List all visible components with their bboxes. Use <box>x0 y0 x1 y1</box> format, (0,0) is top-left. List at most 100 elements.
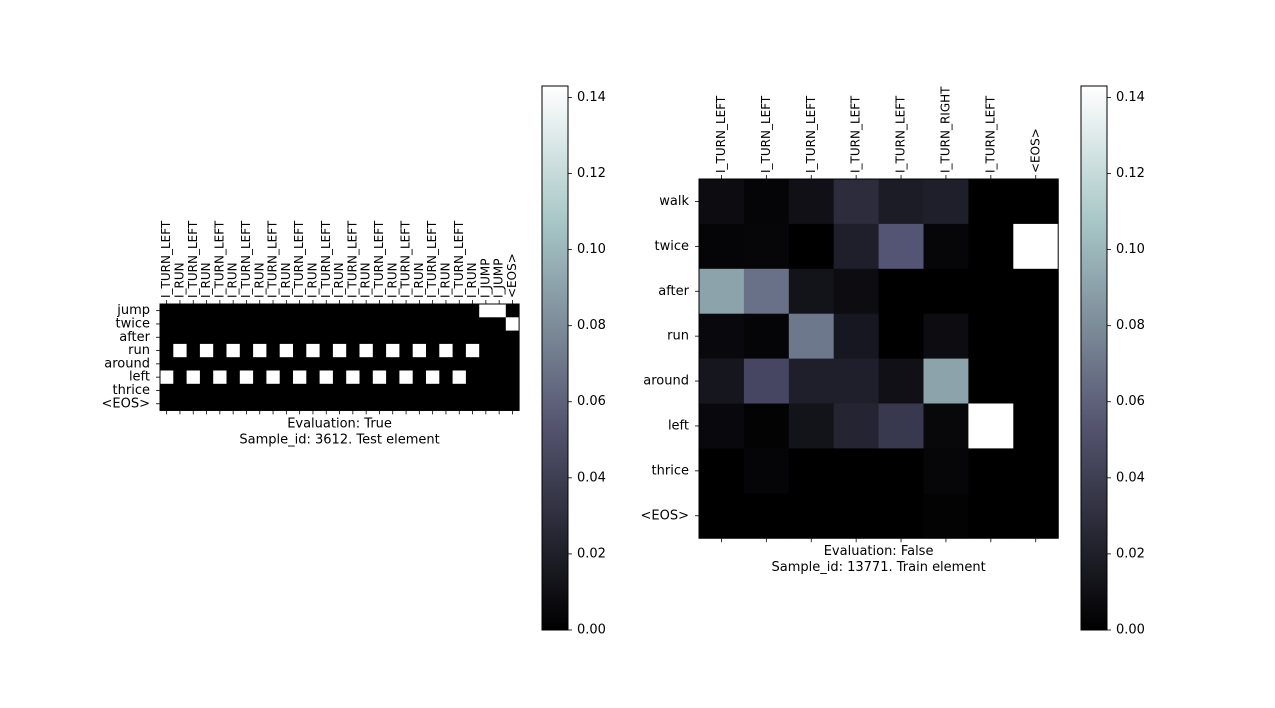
x-tick-label: I_TURN_LEFT <box>319 220 333 298</box>
x-tick-label: I_RUN <box>226 262 240 298</box>
heatmap-cell <box>306 370 320 385</box>
x-tick-label: I_TURN_LEFT <box>983 95 997 173</box>
heatmap-cell <box>293 370 307 385</box>
heatmap-cell <box>492 357 507 371</box>
heatmap-cell <box>359 357 374 371</box>
y-tick-label: <EOS> <box>641 508 689 523</box>
heatmap-cell <box>465 397 480 411</box>
heatmap-cell <box>479 343 493 358</box>
heatmap-cell <box>306 397 320 411</box>
heatmap-cell <box>465 330 480 345</box>
heatmap-cell <box>788 448 835 494</box>
heatmap-cell <box>253 317 267 331</box>
heatmap-cell <box>743 403 790 449</box>
heatmap-cell <box>492 343 507 358</box>
heatmap-cell <box>279 397 294 411</box>
heatmap-cell <box>505 397 520 411</box>
heatmap-cell <box>359 397 374 411</box>
heatmap-cell <box>465 357 480 371</box>
heatmap-cell <box>306 383 320 398</box>
heatmap-cell <box>1013 493 1059 539</box>
heatmap-cell <box>426 397 440 411</box>
heatmap-cell <box>332 330 347 345</box>
heatmap-cell <box>923 268 969 315</box>
heatmap-cell <box>699 268 745 315</box>
y-tick-label: twice <box>116 316 151 331</box>
heatmap-cell <box>699 448 745 494</box>
heatmap-cell <box>412 343 427 358</box>
x-tick-label: I_RUN <box>385 262 399 298</box>
heatmap-cell <box>452 397 467 411</box>
heatmap-cell <box>186 343 201 358</box>
heatmap-cell <box>479 397 493 411</box>
heatmap-cell <box>266 370 281 385</box>
heatmap-cell <box>465 370 480 385</box>
heatmap-cell <box>788 313 835 359</box>
heatmap-cell <box>743 448 790 494</box>
heatmap-cell <box>505 343 520 358</box>
heatmap-cell <box>266 357 281 371</box>
heatmap-cell <box>266 397 281 411</box>
heatmap-cell <box>266 330 281 345</box>
heatmap-cell <box>173 370 187 385</box>
heatmap-cell <box>1013 403 1059 449</box>
heatmap-cell <box>199 330 214 345</box>
heatmap-cell <box>833 403 879 449</box>
heatmap-cell <box>319 357 334 371</box>
heatmap-cell <box>253 343 267 358</box>
x-tick-label: I_RUN <box>412 262 426 298</box>
heatmap-cell <box>319 304 334 318</box>
heatmap-cell <box>968 403 1014 449</box>
x-tick-label: I_TURN_LEFT <box>372 220 386 298</box>
heatmap-cell <box>160 370 174 385</box>
heatmap-cell <box>213 397 227 411</box>
heatmap-cell <box>332 370 347 385</box>
heatmap-cell <box>743 223 790 270</box>
heatmap-cell <box>699 223 745 270</box>
heatmap-cell <box>319 383 334 398</box>
heatmap-cell <box>505 317 520 331</box>
heatmap-cell <box>199 397 214 411</box>
colorbar-tick-label: 0.08 <box>577 318 606 333</box>
x-tick-label: I_TURN_LEFT <box>894 95 908 173</box>
y-tick-label: twice <box>655 239 690 254</box>
heatmap-cell <box>452 304 467 318</box>
y-tick-label: around <box>104 356 150 371</box>
heatmap-cell <box>412 304 427 318</box>
x-tick-label: I_TURN_RIGHT <box>938 86 952 173</box>
heatmap-cell <box>878 179 924 225</box>
heatmap-cell <box>332 317 347 331</box>
heatmap-cell <box>492 330 507 345</box>
y-tick-label: thrice <box>113 383 150 398</box>
heatmap-cell <box>452 343 467 358</box>
heatmap-cell <box>743 179 790 225</box>
heatmap-cell <box>346 370 360 385</box>
heatmap-cell <box>199 383 214 398</box>
heatmap-cell <box>279 343 294 358</box>
heatmap-cell <box>505 383 520 398</box>
heatmap-cell <box>160 330 174 345</box>
x-tick-label: I_JUMP <box>478 259 492 298</box>
colorbar-right: 0.00 0.02 0.04 0.06 0.08 0.10 0.12 0.14 <box>1080 85 1145 638</box>
heatmap-cell <box>788 223 835 270</box>
heatmap-cell <box>412 330 427 345</box>
y-tick-label: <EOS> <box>102 396 150 411</box>
heatmap-cell <box>160 304 174 318</box>
heatmap-cell <box>293 304 307 318</box>
heatmap-cell <box>160 357 174 371</box>
heatmap-cell <box>426 343 440 358</box>
heatmap-cell <box>266 317 281 331</box>
heatmap-cell <box>426 317 440 331</box>
heatmap-cell <box>505 330 520 345</box>
x-tick-label: I_RUN <box>359 262 373 298</box>
heatmap-cell <box>699 179 745 225</box>
heatmap-cell <box>186 317 201 331</box>
heatmap-cell <box>226 383 241 398</box>
heatmap-cell <box>173 397 187 411</box>
heatmap-cell <box>346 383 360 398</box>
heatmap-cell <box>239 330 254 345</box>
heatmap-cell <box>332 397 347 411</box>
heatmap-cell <box>239 370 254 385</box>
colorbar-tick-label: 0.10 <box>1116 242 1145 257</box>
heatmap-cell <box>372 383 387 398</box>
